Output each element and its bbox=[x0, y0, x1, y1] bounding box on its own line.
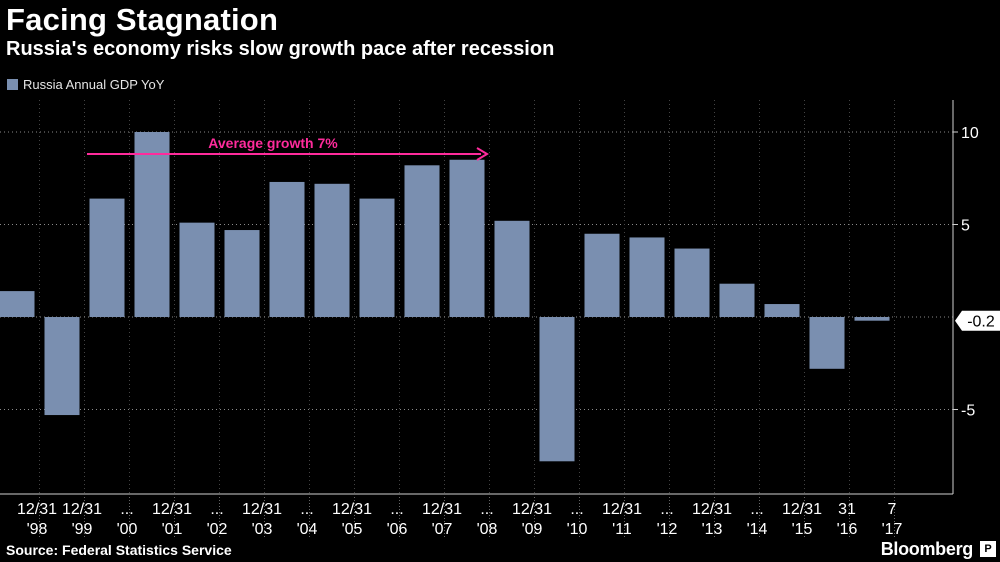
bar bbox=[764, 304, 800, 317]
chart-subtitle: Russia's economy risks slow growth pace … bbox=[6, 38, 555, 60]
x-tick-label-top: ... bbox=[120, 501, 133, 518]
bar bbox=[539, 317, 575, 462]
bar bbox=[584, 233, 620, 317]
x-tick-label: '98 bbox=[27, 521, 48, 538]
x-tick-label: '03 bbox=[252, 521, 273, 538]
y-tick-label: 5 bbox=[961, 218, 970, 235]
x-tick-label-top: 7 bbox=[888, 501, 897, 518]
bar bbox=[89, 198, 125, 317]
legend-swatch bbox=[7, 79, 18, 90]
x-tick-label-top: ... bbox=[210, 501, 223, 518]
x-tick-label: '16 bbox=[837, 521, 858, 538]
x-tick-label: '05 bbox=[342, 521, 363, 538]
x-tick-label: '01 bbox=[162, 521, 183, 538]
bar bbox=[269, 181, 305, 317]
y-tick-label: -5 bbox=[961, 403, 975, 420]
legend: Russia Annual GDP YoY bbox=[7, 77, 164, 92]
x-tick-label-top: 12/31 bbox=[17, 501, 57, 518]
x-tick-label-top: 12/31 bbox=[512, 501, 552, 518]
bar bbox=[494, 220, 530, 317]
bar bbox=[314, 183, 350, 317]
x-tick-label: '15 bbox=[792, 521, 813, 538]
chart-title: Facing Stagnation bbox=[6, 2, 279, 37]
x-tick-label-top: 12/31 bbox=[782, 501, 822, 518]
bar bbox=[0, 291, 35, 317]
x-tick-label: '04 bbox=[297, 521, 318, 538]
x-tick-label-top: 12/31 bbox=[602, 501, 642, 518]
x-tick-label: '02 bbox=[207, 521, 228, 538]
x-tick-label-top: 12/31 bbox=[332, 501, 372, 518]
bar bbox=[809, 317, 845, 369]
y-tick-label: 10 bbox=[961, 125, 979, 142]
bar bbox=[449, 159, 485, 317]
bar bbox=[44, 317, 80, 416]
x-tick-label-top: ... bbox=[390, 501, 403, 518]
x-tick-label-top: 12/31 bbox=[422, 501, 462, 518]
x-tick-label: '99 bbox=[72, 521, 93, 538]
x-tick-label: '09 bbox=[522, 521, 543, 538]
bar bbox=[359, 198, 395, 317]
x-tick-label: '17 bbox=[882, 521, 903, 538]
bar bbox=[629, 237, 665, 317]
source-note: Source: Federal Statistics Service bbox=[6, 542, 232, 558]
bar bbox=[404, 165, 440, 317]
last-value-label: -0.2 bbox=[967, 314, 995, 331]
x-tick-label-top: 31 bbox=[838, 501, 856, 518]
bar bbox=[179, 222, 215, 317]
annotation-arrow-head bbox=[476, 147, 489, 161]
x-tick-label-top: 12/31 bbox=[242, 501, 282, 518]
x-tick-label: '07 bbox=[432, 521, 453, 538]
x-tick-label: '06 bbox=[387, 521, 408, 538]
x-tick-label: '12 bbox=[657, 521, 678, 538]
x-tick-label-top: ... bbox=[570, 501, 583, 518]
x-tick-label: '00 bbox=[117, 521, 138, 538]
x-tick-label-top: ... bbox=[660, 501, 673, 518]
bloomberg-icon: P bbox=[980, 541, 996, 557]
x-tick-label: '14 bbox=[747, 521, 768, 538]
x-tick-label-top: ... bbox=[750, 501, 763, 518]
bar bbox=[134, 132, 170, 317]
bar bbox=[674, 248, 710, 317]
x-tick-label: '10 bbox=[567, 521, 588, 538]
x-tick-label: '11 bbox=[612, 521, 632, 538]
x-tick-label: '08 bbox=[477, 521, 498, 538]
bar bbox=[719, 283, 755, 317]
bar bbox=[854, 317, 890, 321]
last-value-marker bbox=[955, 310, 1000, 331]
x-tick-label: '13 bbox=[702, 521, 723, 538]
x-tick-label-top: 12/31 bbox=[152, 501, 192, 518]
x-tick-label-top: 12/31 bbox=[62, 501, 102, 518]
legend-label: Russia Annual GDP YoY bbox=[23, 77, 165, 92]
x-tick-label-top: ... bbox=[300, 501, 313, 518]
brand-logo: Bloomberg bbox=[880, 539, 974, 559]
bar bbox=[224, 230, 260, 317]
x-tick-label-top: ... bbox=[480, 501, 493, 518]
annotation-label: Average growth 7% bbox=[208, 135, 338, 151]
x-tick-label-top: 12/31 bbox=[692, 501, 732, 518]
